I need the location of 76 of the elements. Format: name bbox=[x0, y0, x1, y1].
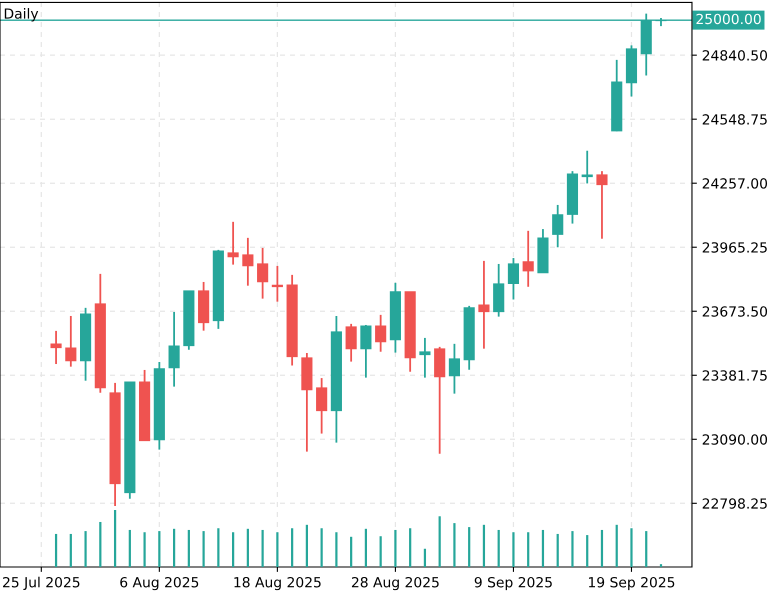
candlestick bbox=[375, 314, 386, 353]
bar bbox=[99, 522, 102, 567]
candlestick bbox=[272, 265, 283, 303]
candlestick bbox=[65, 315, 76, 368]
y-tick-label: 23965.25 bbox=[702, 242, 767, 253]
bar bbox=[409, 528, 412, 567]
bar bbox=[482, 524, 486, 567]
bar bbox=[571, 531, 574, 567]
y-tick-label: 23673.50 bbox=[702, 306, 768, 317]
bar bbox=[232, 532, 234, 567]
candlestick bbox=[257, 247, 268, 300]
x-tick-label: 9 Sep 2025 bbox=[474, 576, 552, 590]
candlestick bbox=[582, 150, 593, 184]
x-tick-label: 28 Aug 2025 bbox=[352, 576, 439, 590]
bar bbox=[54, 534, 58, 567]
bar bbox=[394, 530, 397, 567]
bar bbox=[202, 531, 205, 567]
bar bbox=[364, 528, 368, 567]
bar bbox=[172, 528, 176, 567]
y-tick-label: 24840.50 bbox=[702, 50, 768, 61]
bar bbox=[276, 532, 278, 567]
bar bbox=[468, 527, 470, 567]
bar bbox=[306, 524, 308, 567]
bar bbox=[188, 530, 190, 567]
y-tick-label: 23381.75 bbox=[702, 370, 767, 381]
x-tick-label: 6 Aug 2025 bbox=[120, 576, 198, 590]
bar bbox=[350, 536, 352, 567]
candlestick bbox=[448, 342, 460, 395]
bar bbox=[630, 528, 633, 567]
x-tick-label: 19 Sep 2025 bbox=[588, 576, 674, 590]
bar bbox=[645, 531, 648, 567]
bar bbox=[556, 534, 559, 567]
bar bbox=[380, 536, 382, 567]
bar bbox=[158, 531, 160, 567]
candlestick bbox=[522, 230, 534, 288]
candlestick bbox=[168, 311, 180, 388]
bar bbox=[600, 530, 604, 567]
candlestick bbox=[552, 204, 564, 248]
bar bbox=[84, 531, 87, 567]
candlestick bbox=[242, 236, 254, 287]
y-tick-label: 24548.75 bbox=[702, 114, 767, 125]
bar bbox=[70, 534, 72, 567]
candlestick bbox=[596, 170, 608, 240]
candlestick bbox=[508, 257, 520, 300]
bar bbox=[453, 523, 456, 567]
candlestick bbox=[360, 324, 372, 379]
bar bbox=[498, 530, 500, 567]
bar bbox=[128, 530, 131, 567]
candlestick bbox=[228, 220, 239, 266]
bar bbox=[512, 532, 515, 567]
x-tick-label: 18 Aug 2025 bbox=[234, 576, 321, 590]
candlestick bbox=[419, 337, 430, 379]
bar bbox=[586, 535, 588, 567]
ref-line-label: 25000.00 bbox=[696, 14, 761, 24]
bar bbox=[143, 532, 146, 567]
bar bbox=[616, 524, 618, 567]
bar bbox=[114, 510, 116, 567]
y-tick-label: 24257.00 bbox=[702, 178, 768, 189]
candlestick bbox=[316, 377, 328, 434]
bar bbox=[217, 528, 220, 567]
bar bbox=[660, 564, 662, 567]
bar bbox=[246, 528, 249, 567]
bar bbox=[542, 530, 544, 567]
y-tick-label: 23090.00 bbox=[702, 434, 768, 445]
x-tick-label: 25 Jul 2025 bbox=[3, 576, 80, 590]
bar bbox=[320, 528, 323, 567]
candlestick bbox=[50, 330, 62, 365]
candlestick bbox=[346, 322, 357, 363]
y-tick-label: 22798.25 bbox=[702, 498, 767, 509]
bar bbox=[262, 530, 264, 567]
candlestick bbox=[478, 260, 490, 350]
bar bbox=[438, 516, 441, 567]
bar bbox=[527, 532, 530, 567]
bar bbox=[335, 532, 338, 567]
bar bbox=[291, 528, 294, 567]
chart-title: Daily bbox=[4, 8, 38, 22]
